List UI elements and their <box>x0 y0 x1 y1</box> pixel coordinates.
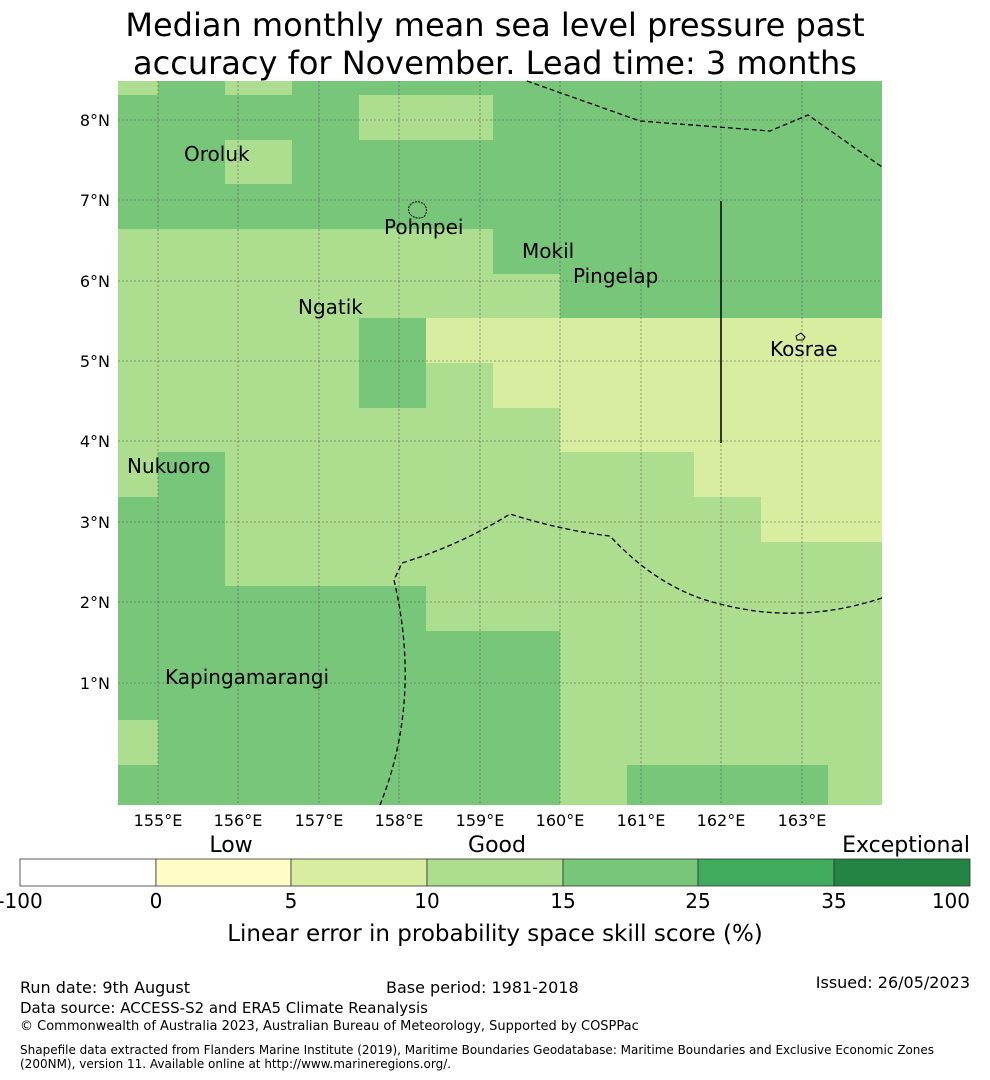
lon-label: 162°E <box>697 811 746 830</box>
map-title: Median monthly mean sea level pressure p… <box>0 6 990 82</box>
shapefile-credit-line-1: Shapefile data extracted from Flanders M… <box>20 1043 935 1057</box>
lon-label: 163°E <box>778 811 827 830</box>
lon-label: 161°E <box>617 811 666 830</box>
data-source: Data source: ACCESS-S2 and ERA5 Climate … <box>20 999 428 1017</box>
colorbar-tick: -100 <box>0 889 43 913</box>
colorbar-segment <box>19 858 157 887</box>
lat-label: 1°N <box>80 674 110 693</box>
place-label-nukuoro: Nukuoro <box>127 454 211 478</box>
colorbar <box>19 858 971 887</box>
place-label-pingelap: Pingelap <box>573 264 658 288</box>
lat-label: 2°N <box>80 593 110 612</box>
legend-category-low: Low <box>209 833 252 858</box>
lat-label: 4°N <box>80 432 110 451</box>
lon-label: 160°E <box>536 811 585 830</box>
colorbar-tick: 0 <box>150 889 163 913</box>
lat-label: 3°N <box>80 513 110 532</box>
lat-label: 8°N <box>80 111 110 130</box>
colorbar-tick: 10 <box>414 889 439 913</box>
place-label-kapingamarangi: Kapingamarangi <box>165 665 329 689</box>
colorbar-tick: 5 <box>285 889 298 913</box>
copyright: © Commonwealth of Australia 2023, Austra… <box>20 1019 639 1034</box>
lon-label: 155°E <box>134 811 183 830</box>
colorbar-tick: 25 <box>685 889 710 913</box>
place-label-oroluk: Oroluk <box>184 142 250 166</box>
lon-label: 157°E <box>295 811 344 830</box>
colorbar-title: Linear error in probability space skill … <box>227 921 763 947</box>
colorbar-segment <box>426 858 564 887</box>
run-date: Run date: 9th August <box>20 978 190 997</box>
pohnpei-island <box>408 201 427 219</box>
lat-label: 6°N <box>80 272 110 291</box>
eez-boundaries <box>379 80 883 806</box>
legend-category-exceptional: Exceptional <box>842 833 970 858</box>
lon-label: 156°E <box>214 811 263 830</box>
place-label-mokil: Mokil <box>522 239 574 263</box>
colorbar-tick: 15 <box>550 889 575 913</box>
colorbar-segment <box>562 858 699 887</box>
title-line-1: Median monthly mean sea level pressure p… <box>125 6 865 44</box>
legend-category-good: Good <box>468 833 526 858</box>
title-line-2: accuracy for November. Lead time: 3 mont… <box>133 44 857 82</box>
place-label-kosrae: Kosrae <box>770 337 838 361</box>
lon-label: 159°E <box>456 811 505 830</box>
kosrae-island <box>795 332 806 341</box>
lon-label: 158°E <box>375 811 424 830</box>
colorbar-segment <box>697 858 835 887</box>
graticule <box>118 81 882 805</box>
skill-grid <box>118 81 882 805</box>
base-period: Base period: 1981-2018 <box>386 978 579 997</box>
issued-date: Issued: 26/05/2023 <box>815 973 970 992</box>
colorbar-segment <box>833 858 971 887</box>
colorbar-segment <box>155 858 292 887</box>
place-label-ngatik: Ngatik <box>298 295 363 319</box>
lat-label: 5°N <box>80 352 110 371</box>
place-label-pohnpei: Pohnpei <box>384 215 464 239</box>
lat-label: 7°N <box>80 191 110 210</box>
shapefile-credit-line-2: (200NM), version 11. Available online at… <box>20 1057 452 1071</box>
colorbar-tick: 100 <box>932 889 970 913</box>
colorbar-tick: 35 <box>821 889 846 913</box>
colorbar-segment <box>290 858 428 887</box>
